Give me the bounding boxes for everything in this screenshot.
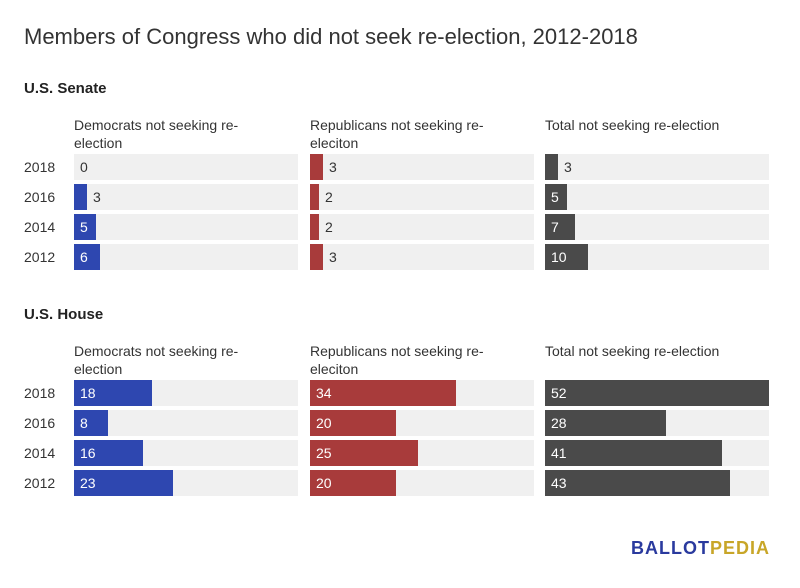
data-label: 3	[329, 159, 337, 175]
bar	[74, 184, 87, 210]
year-label: 2018	[24, 159, 56, 175]
data-label: 18	[80, 385, 96, 401]
bar-track: 25	[310, 440, 534, 466]
bar	[74, 244, 100, 270]
data-label: 3	[564, 159, 572, 175]
year-label: 2016	[24, 189, 56, 205]
data-label: 3	[329, 249, 337, 265]
bar-track: 16	[74, 440, 298, 466]
series-header: Republicans not seeking re-eleciton	[310, 117, 484, 151]
data-label: 5	[551, 189, 559, 205]
year-label: 2018	[24, 385, 56, 401]
bar-track: 2	[310, 214, 534, 240]
chart-title: Members of Congress who did not seek re-…	[24, 24, 638, 49]
data-label: 8	[80, 415, 88, 431]
data-label: 2	[325, 189, 333, 205]
bar	[74, 380, 152, 406]
series-header: Total not seeking re-election	[545, 117, 720, 133]
bar-track: 0	[74, 154, 298, 180]
bar-track: 6	[74, 244, 298, 270]
bar	[545, 244, 588, 270]
data-label: 0	[80, 159, 88, 175]
bar	[545, 154, 558, 180]
bar-track: 3	[545, 154, 769, 180]
data-label: 41	[551, 445, 567, 461]
data-label: 7	[551, 219, 559, 235]
year-label: 2014	[24, 445, 56, 461]
data-label: 25	[316, 445, 332, 461]
bar	[310, 410, 396, 436]
logo-part-ballot: BALLOT	[631, 538, 710, 558]
data-label: 20	[316, 475, 332, 491]
bar-track: 34	[310, 380, 534, 406]
bar-track: 2	[310, 184, 534, 210]
bar	[74, 440, 143, 466]
bar-track: 28	[545, 410, 769, 436]
bar-track: 5	[545, 184, 769, 210]
series-header: Republicans not seeking re-eleciton	[310, 343, 484, 377]
year-label: 2016	[24, 415, 56, 431]
bar-track: 3	[74, 184, 298, 210]
bar-track: 23	[74, 470, 298, 496]
bar	[545, 214, 575, 240]
bar	[310, 380, 456, 406]
bar	[310, 470, 396, 496]
section-title: U.S. Senate	[24, 80, 107, 97]
bar-track: 20	[310, 410, 534, 436]
bar	[545, 380, 769, 406]
bar	[74, 214, 96, 240]
data-label: 23	[80, 475, 96, 491]
year-label: 2012	[24, 249, 56, 265]
series-header: Total not seeking re-election	[545, 343, 720, 359]
data-label: 6	[80, 249, 88, 265]
bar-track: 43	[545, 470, 769, 496]
bar-track: 8	[74, 410, 298, 436]
bar-track: 52	[545, 380, 769, 406]
section-title: U.S. House	[24, 306, 104, 323]
data-label: 34	[316, 385, 332, 401]
data-label: 28	[551, 415, 567, 431]
data-label: 5	[80, 219, 88, 235]
ballotpedia-logo: BALLOTPEDIA	[631, 538, 770, 559]
bar-track: 10	[545, 244, 769, 270]
bar-track: 5	[74, 214, 298, 240]
data-label: 16	[80, 445, 96, 461]
data-label: 20	[316, 415, 332, 431]
bar	[545, 440, 722, 466]
bar-track: 41	[545, 440, 769, 466]
data-label: 3	[93, 189, 101, 205]
data-label: 10	[551, 249, 567, 265]
bar	[310, 244, 323, 270]
bar-track: 20	[310, 470, 534, 496]
bar	[310, 184, 319, 210]
bar-track: 7	[545, 214, 769, 240]
bar-track: 3	[310, 154, 534, 180]
data-label: 52	[551, 385, 567, 401]
bar	[545, 184, 567, 210]
year-label: 2014	[24, 219, 56, 235]
bar	[310, 440, 418, 466]
bar	[74, 410, 108, 436]
bar-track: 18	[74, 380, 298, 406]
series-header: Democrats not seeking re-election	[74, 343, 239, 377]
bar	[310, 154, 323, 180]
bar	[310, 214, 319, 240]
bar-track: 3	[310, 244, 534, 270]
data-label: 2	[325, 219, 333, 235]
bar	[74, 470, 173, 496]
year-label: 2012	[24, 475, 56, 491]
series-header: Democrats not seeking re-election	[74, 117, 239, 151]
bar	[545, 410, 666, 436]
logo-part-pedia: PEDIA	[709, 538, 770, 558]
data-label: 43	[551, 475, 567, 491]
bar	[545, 470, 730, 496]
